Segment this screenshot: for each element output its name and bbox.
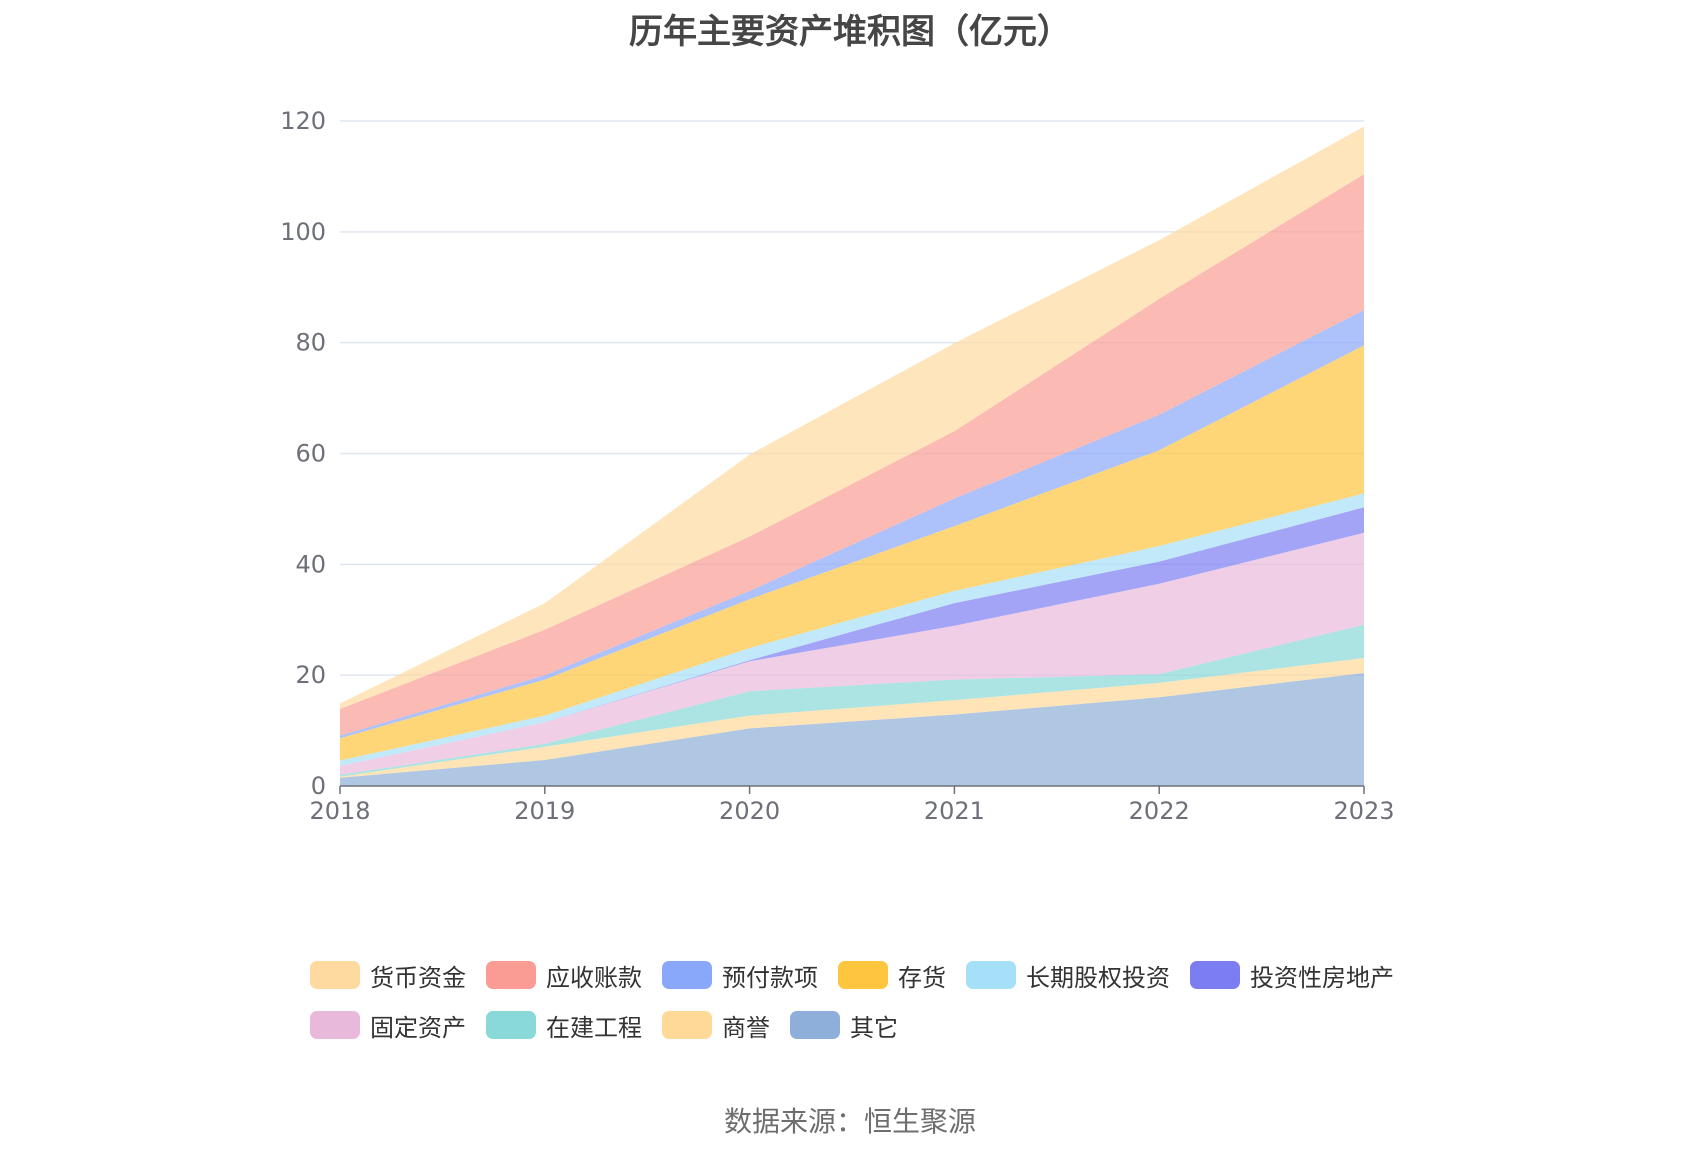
x-tick-label: 2019 [514,797,575,825]
y-tick-label: 120 [280,107,326,135]
legend-label: 存货 [898,963,946,992]
legend-item[interactable]: 货币资金 [310,958,466,993]
chart-title: 历年主要资产堆积图（亿元） [629,12,1071,52]
legend-swatch [486,1011,536,1039]
legend-row: 固定资产 在建工程 商誉 其它 [310,1000,1460,1050]
area-series-1 [340,658,1364,778]
legend-item[interactable]: 长期股权投资 [966,958,1170,993]
legend-swatch [310,961,360,989]
legend-label: 固定资产 [370,1013,466,1042]
x-tick-label: 2018 [309,797,370,825]
y-tick-label: 20 [295,661,326,689]
y-tick-label: 0 [311,772,326,800]
legend-item[interactable]: 投资性房地产 [1190,958,1394,993]
legend-item[interactable]: 其它 [790,1008,898,1043]
legend-swatch [838,961,888,989]
legend-label: 长期股权投资 [1026,963,1170,992]
area-series-8 [340,174,1364,736]
legend-swatch [1190,961,1240,989]
legend-swatch [790,1011,840,1039]
legend-row: 货币资金 应收账款 预付款项 存货 长期股权投资 投资性房地产 [310,950,1460,1000]
legend-label: 应收账款 [546,963,642,992]
x-tick-label: 2021 [924,797,985,825]
legend-swatch [966,961,1016,989]
area-series-3 [340,532,1364,775]
axis-layer: 0 20 40 60 80 100 120 2018 2019 2020 2021 2022 2023 [280,107,1394,825]
legend-label: 投资性房地产 [1250,963,1394,992]
y-tick-label: 80 [295,329,326,357]
area-series-2 [340,624,1364,777]
legend-swatch [486,961,536,989]
area-series-5 [340,493,1364,766]
y-tick-label: 60 [295,440,326,468]
legend-item[interactable]: 预付款项 [662,958,818,993]
area-series-6 [340,345,1364,761]
legend-label: 预付款项 [722,963,818,992]
legend-swatch [662,1011,712,1039]
x-tick-label: 2022 [1129,797,1190,825]
x-tick-label: 2020 [719,797,780,825]
legend-swatch [310,1011,360,1039]
legend-item[interactable]: 存货 [838,958,946,993]
area-series-4 [340,507,1364,766]
area-series-9 [340,126,1364,709]
y-tick-label: 100 [280,218,326,246]
legend: 货币资金 应收账款 预付款项 存货 长期股权投资 投资性房地产 固定资产 在建工程 商誉 其它 [310,950,1460,1050]
legend-item[interactable]: 固定资产 [310,1008,466,1043]
y-tick-label: 40 [295,550,326,578]
area-series-0 [340,673,1364,786]
legend-label: 其它 [850,1013,898,1042]
legend-label: 商誉 [722,1013,770,1042]
legend-label: 货币资金 [370,963,466,992]
area-layer [340,126,1364,786]
data-source: 数据来源：恒生聚源 [723,1105,976,1138]
legend-label: 在建工程 [546,1013,642,1042]
legend-item[interactable]: 在建工程 [486,1008,642,1043]
legend-swatch [662,961,712,989]
x-tick-label: 2023 [1333,797,1394,825]
legend-item[interactable]: 应收账款 [486,958,642,993]
legend-item[interactable]: 商誉 [662,1008,770,1043]
